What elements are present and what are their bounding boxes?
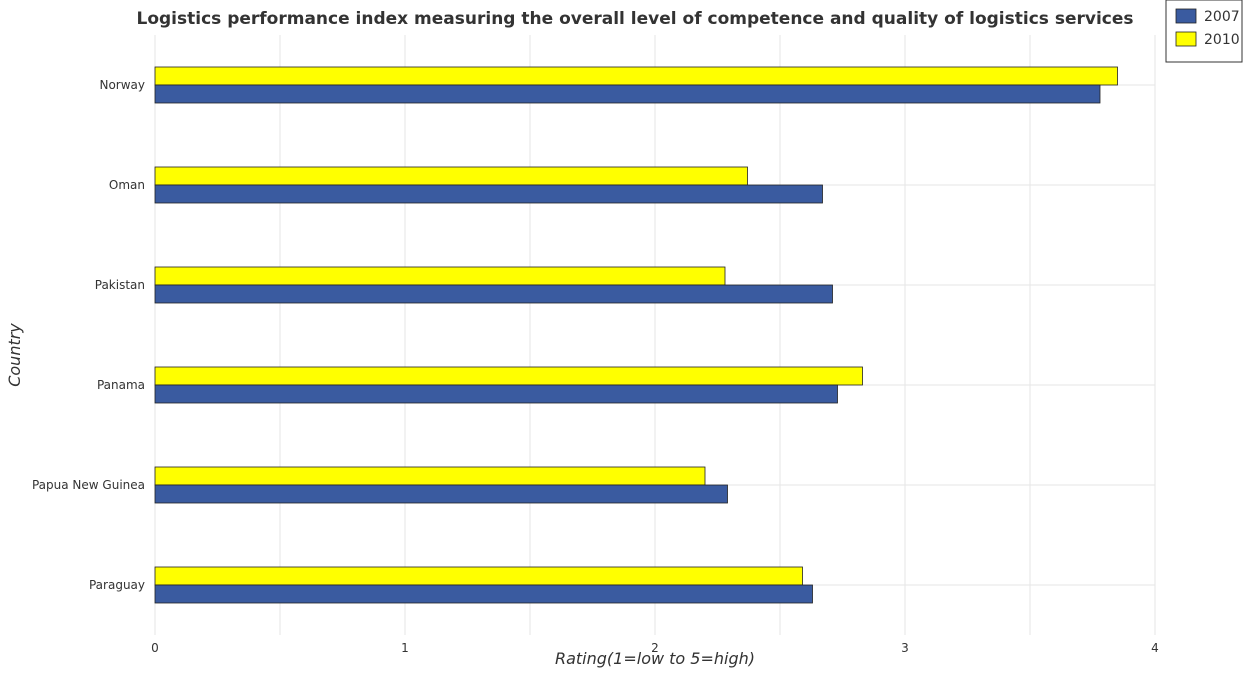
bar-2007-oman xyxy=(154,184,823,204)
bar-2007-panama xyxy=(154,384,838,404)
y-tick-labels: Norway Oman Pakistan Panama Papua New Guinea… xyxy=(32,78,145,592)
grid xyxy=(154,35,1156,635)
x-tick-label: 4 xyxy=(1151,641,1159,655)
bar-2010-papua-new-guinea xyxy=(154,466,706,486)
legend-swatch xyxy=(1175,8,1197,24)
x-tick-label: 0 xyxy=(151,641,159,655)
y-tick-label: Norway xyxy=(99,78,145,92)
y-tick-label: Paraguay xyxy=(89,578,145,592)
y-tick-label: Oman xyxy=(109,178,145,192)
legend-label: 2010 xyxy=(1204,32,1240,48)
y-tick-label: Papua New Guinea xyxy=(32,478,145,492)
x-tick-label: 2 xyxy=(651,641,659,655)
y-tick-label: Pakistan xyxy=(95,278,145,292)
x-tick-label: 1 xyxy=(401,641,409,655)
x-tick-label: 3 xyxy=(901,641,909,655)
bar-2007-norway xyxy=(154,84,1101,104)
bar-2007-papua-new-guinea xyxy=(154,484,728,504)
chart-title: Logistics performance index measuring th… xyxy=(137,9,1134,29)
bar-2010-panama xyxy=(154,366,863,386)
bar-2010-paraguay xyxy=(154,566,803,586)
y-tick-label: Panama xyxy=(97,378,145,392)
bar-2010-norway xyxy=(154,66,1118,86)
bar-2007-pakistan xyxy=(154,284,833,304)
bar-2010-oman xyxy=(154,166,748,186)
bars xyxy=(154,66,1118,604)
bar-2010-pakistan xyxy=(154,266,726,286)
bar-2007-paraguay xyxy=(154,584,813,604)
x-tick-labels: 0 1 2 3 4 xyxy=(151,641,1159,655)
x-axis-label: Rating(1=low to 5=high) xyxy=(555,649,755,668)
legend-label: 2007 xyxy=(1204,9,1240,25)
legend-swatch xyxy=(1175,31,1197,47)
y-axis-label: Country xyxy=(5,323,24,387)
legend: 2007 2010 xyxy=(1165,0,1243,63)
